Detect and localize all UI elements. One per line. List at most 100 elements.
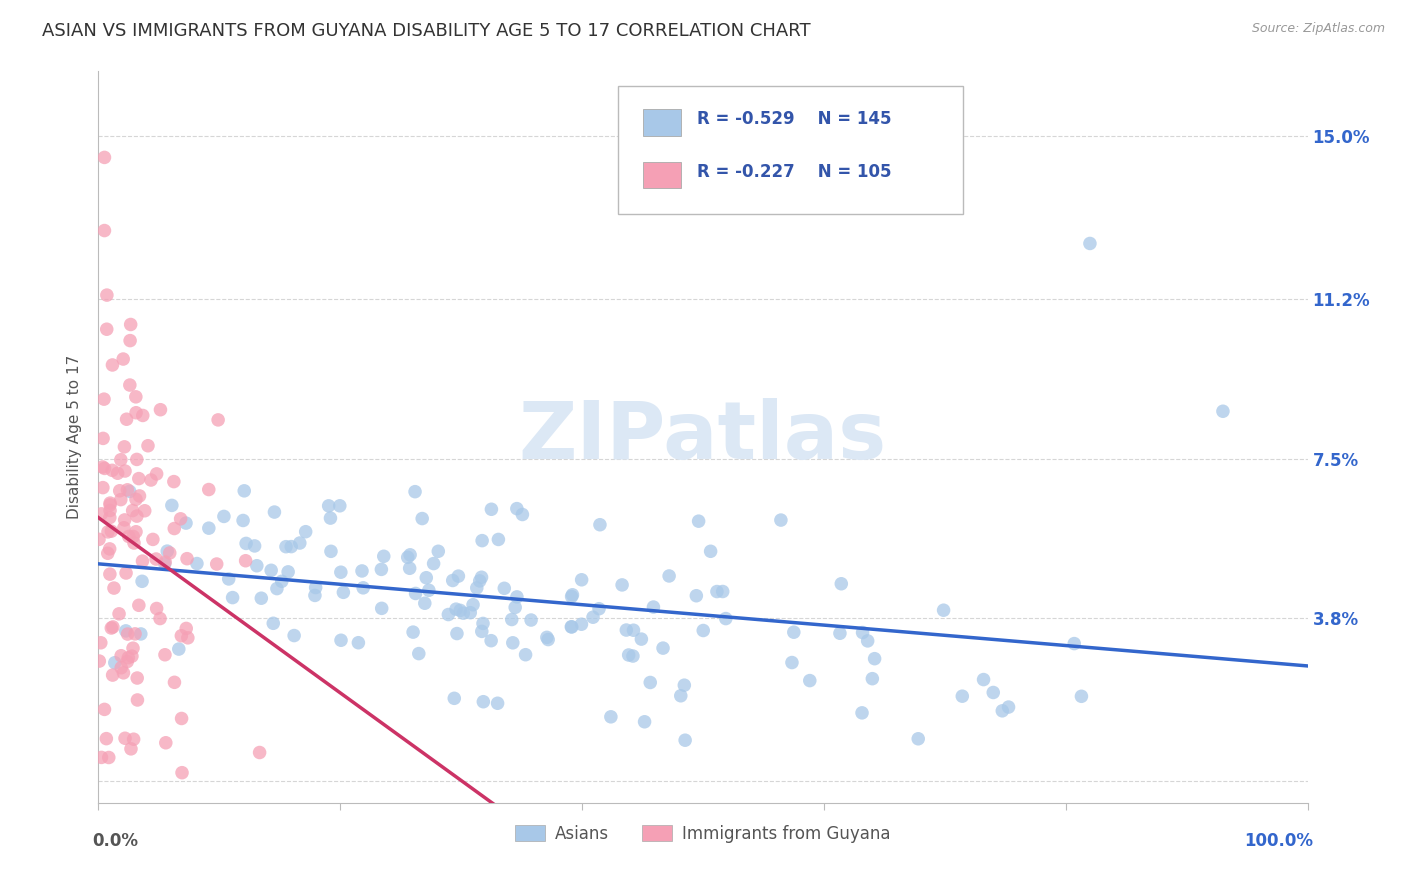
- Point: [117, 627, 139, 641]
- Point: [145, 552, 167, 566]
- Point: [860, 672, 883, 686]
- Point: [114, 464, 136, 478]
- Point: [91, 460, 114, 475]
- Point: [561, 620, 583, 634]
- FancyBboxPatch shape: [619, 86, 963, 214]
- Point: [125, 390, 148, 404]
- Point: [294, 524, 316, 539]
- Point: [122, 641, 145, 656]
- Point: [453, 606, 475, 620]
- Point: [830, 576, 852, 591]
- Point: [122, 732, 145, 747]
- Point: [218, 572, 240, 586]
- Point: [828, 626, 851, 640]
- Text: 100.0%: 100.0%: [1244, 832, 1313, 850]
- Point: [97, 524, 120, 539]
- Point: [537, 632, 560, 647]
- Point: [235, 536, 257, 550]
- Point: [159, 546, 181, 560]
- Point: [350, 564, 373, 578]
- Point: [630, 632, 652, 646]
- Point: [512, 508, 534, 522]
- Point: [706, 584, 728, 599]
- Point: [486, 696, 509, 710]
- Point: [352, 581, 374, 595]
- Point: [125, 509, 148, 524]
- Point: [404, 484, 426, 499]
- Point: [125, 452, 148, 467]
- Point: [991, 704, 1014, 718]
- Point: [90, 636, 112, 650]
- Point: [599, 710, 621, 724]
- Point: [494, 582, 516, 596]
- Point: [170, 711, 193, 725]
- Point: [155, 736, 177, 750]
- Point: [479, 633, 502, 648]
- Point: [235, 554, 257, 568]
- Point: [96, 322, 118, 336]
- Point: [263, 505, 285, 519]
- Point: [121, 649, 143, 664]
- Point: [122, 529, 145, 543]
- Point: [110, 661, 132, 675]
- Point: [197, 483, 219, 497]
- Point: [207, 413, 229, 427]
- Point: [127, 671, 149, 685]
- Point: [621, 648, 644, 663]
- Point: [153, 557, 176, 571]
- Point: [120, 742, 142, 756]
- Text: ZIPatlas: ZIPatlas: [519, 398, 887, 476]
- Point: [536, 631, 558, 645]
- Point: [950, 689, 973, 703]
- Point: [623, 624, 645, 638]
- Point: [673, 733, 696, 747]
- Point: [571, 573, 593, 587]
- Point: [117, 655, 139, 669]
- Point: [318, 499, 340, 513]
- Point: [658, 569, 681, 583]
- Point: [101, 463, 124, 477]
- Point: [170, 765, 193, 780]
- Point: [1070, 690, 1092, 704]
- Point: [685, 589, 707, 603]
- Point: [468, 574, 491, 588]
- Point: [515, 648, 537, 662]
- Point: [319, 511, 342, 525]
- Point: [169, 512, 191, 526]
- Point: [249, 746, 271, 760]
- Point: [156, 544, 179, 558]
- Point: [589, 517, 612, 532]
- Point: [304, 589, 326, 603]
- Point: [633, 714, 655, 729]
- Point: [117, 650, 139, 665]
- Point: [415, 571, 437, 585]
- Point: [588, 601, 610, 615]
- Point: [472, 695, 495, 709]
- Point: [243, 539, 266, 553]
- Text: R = -0.529    N = 145: R = -0.529 N = 145: [697, 110, 891, 128]
- Point: [520, 613, 543, 627]
- Point: [97, 750, 120, 764]
- Point: [91, 481, 114, 495]
- Point: [266, 582, 288, 596]
- Point: [221, 591, 243, 605]
- Point: [128, 472, 150, 486]
- Point: [472, 616, 495, 631]
- Point: [486, 533, 509, 547]
- Point: [93, 461, 115, 475]
- Point: [98, 567, 121, 582]
- Point: [107, 467, 129, 481]
- Point: [145, 467, 167, 481]
- Point: [851, 706, 873, 720]
- Point: [932, 603, 955, 617]
- Point: [118, 484, 141, 499]
- Point: [405, 586, 427, 600]
- Point: [799, 673, 821, 688]
- Point: [145, 601, 167, 615]
- Point: [398, 561, 420, 575]
- Point: [411, 511, 433, 525]
- Point: [118, 529, 141, 543]
- Point: [506, 590, 529, 604]
- Point: [780, 656, 803, 670]
- Point: [93, 702, 115, 716]
